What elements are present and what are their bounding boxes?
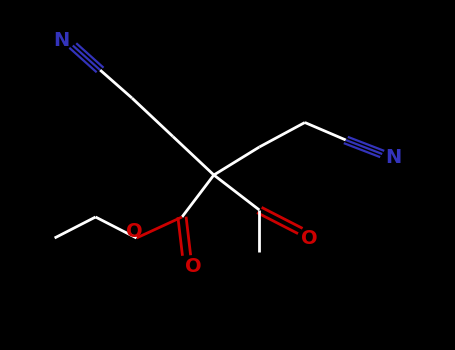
Text: O: O	[126, 222, 142, 241]
Text: O: O	[185, 257, 202, 275]
Text: N: N	[53, 31, 70, 50]
Text: O: O	[301, 229, 318, 247]
Text: N: N	[385, 148, 402, 167]
